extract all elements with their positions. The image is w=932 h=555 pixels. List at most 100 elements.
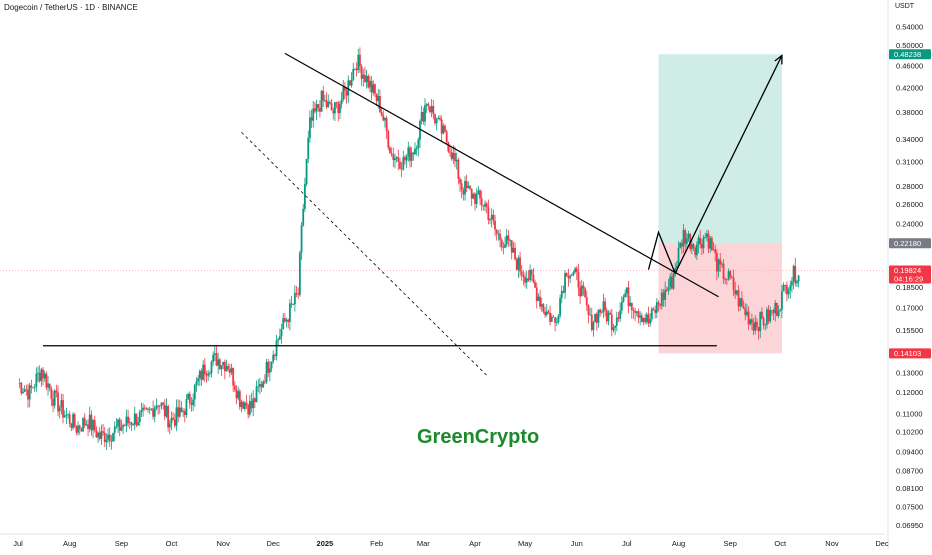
candle-body — [410, 152, 413, 161]
candle-body — [464, 180, 466, 195]
candle-body — [330, 103, 333, 111]
candle-body — [722, 263, 725, 279]
candle-body — [385, 117, 388, 131]
candle-body — [138, 412, 141, 423]
candle-body — [727, 271, 730, 280]
candle-body — [447, 142, 450, 152]
candle-body — [170, 417, 173, 424]
candle-body — [649, 319, 652, 324]
candle-body — [103, 432, 106, 443]
candle-body — [459, 178, 461, 184]
candle-body — [680, 243, 683, 247]
candle-body — [547, 311, 550, 313]
candle-body — [719, 259, 722, 265]
candle-body — [754, 321, 757, 331]
candle-body — [222, 361, 225, 366]
candle-body — [197, 378, 200, 382]
candle-body — [654, 309, 657, 313]
candle-body — [772, 310, 775, 314]
candle-body — [58, 407, 61, 412]
candle-body — [130, 422, 133, 425]
profit-zone — [658, 54, 782, 244]
candle-body — [270, 361, 273, 369]
candle-body — [85, 424, 88, 426]
candle-body — [148, 408, 151, 410]
price-tick-label: 0.08700 — [896, 466, 923, 475]
candle-body — [650, 308, 653, 320]
candle-body — [63, 415, 66, 418]
candle-body — [669, 276, 672, 288]
candle-body — [322, 90, 325, 101]
candle-body — [659, 304, 662, 306]
candle-body — [670, 276, 673, 289]
candle-body — [128, 422, 131, 424]
candle-body — [82, 418, 84, 432]
price-tick-label: 0.42000 — [896, 83, 923, 92]
candle-body — [759, 311, 762, 332]
candle-body — [242, 401, 245, 409]
candle-body — [475, 193, 478, 204]
candle-body — [445, 131, 448, 143]
candle-body — [699, 237, 702, 245]
candle-body — [777, 311, 780, 316]
candle-body — [414, 148, 416, 155]
candle-body — [23, 389, 26, 392]
candle-body — [57, 392, 59, 412]
candle-body — [232, 367, 235, 386]
candle-body — [100, 431, 103, 439]
candle-body — [525, 278, 528, 283]
candle-body — [237, 391, 240, 399]
candle-body — [375, 93, 378, 101]
candle-body — [604, 301, 607, 311]
candle-body — [747, 311, 750, 325]
candle-body — [277, 339, 280, 341]
candle-body — [402, 157, 405, 170]
current-price-tag: 0.19824 — [894, 266, 921, 275]
candle-body — [362, 74, 365, 79]
candle-body — [625, 287, 628, 294]
candle-body — [509, 240, 511, 242]
candle-body — [207, 373, 210, 376]
candle-body — [272, 354, 275, 362]
candle-body — [65, 414, 68, 416]
candle-body — [278, 336, 281, 340]
candle-body — [313, 108, 316, 112]
candle-body — [285, 319, 288, 322]
candle-body — [532, 274, 535, 283]
candle-body — [412, 152, 415, 155]
price-tick-label: 0.10200 — [896, 428, 923, 437]
candle-body — [315, 104, 318, 112]
candle-body — [665, 289, 668, 291]
candle-body — [60, 400, 63, 408]
candle-body — [797, 275, 800, 282]
candle-body — [230, 367, 233, 373]
candle-body — [113, 426, 116, 433]
candle-body — [27, 389, 29, 400]
candle-body — [183, 411, 186, 415]
candle-body — [394, 158, 396, 161]
candle-body — [469, 185, 471, 189]
candle-body — [637, 311, 640, 318]
candle-body — [454, 153, 456, 162]
candle-body — [647, 314, 650, 324]
price-tick-label: 0.11000 — [896, 409, 923, 418]
candle-body — [519, 257, 521, 272]
candle-body — [782, 285, 785, 292]
candle-body — [507, 235, 510, 241]
candle-body — [642, 317, 645, 323]
candle-body — [43, 373, 46, 379]
candle-body — [602, 301, 605, 312]
candle-body — [67, 414, 69, 416]
price-tick-label: 0.17000 — [896, 303, 923, 312]
candle-body — [489, 219, 491, 221]
candle-body — [88, 414, 91, 429]
candle-body — [467, 185, 470, 188]
candle-body — [20, 382, 23, 394]
price-tick-label: 0.34000 — [896, 135, 923, 144]
symbol-title: Dogecoin / TetherUS · 1D · BINANCE — [4, 3, 138, 12]
candle-body — [235, 389, 238, 399]
candle-body — [190, 403, 193, 405]
candle-body — [288, 303, 291, 323]
